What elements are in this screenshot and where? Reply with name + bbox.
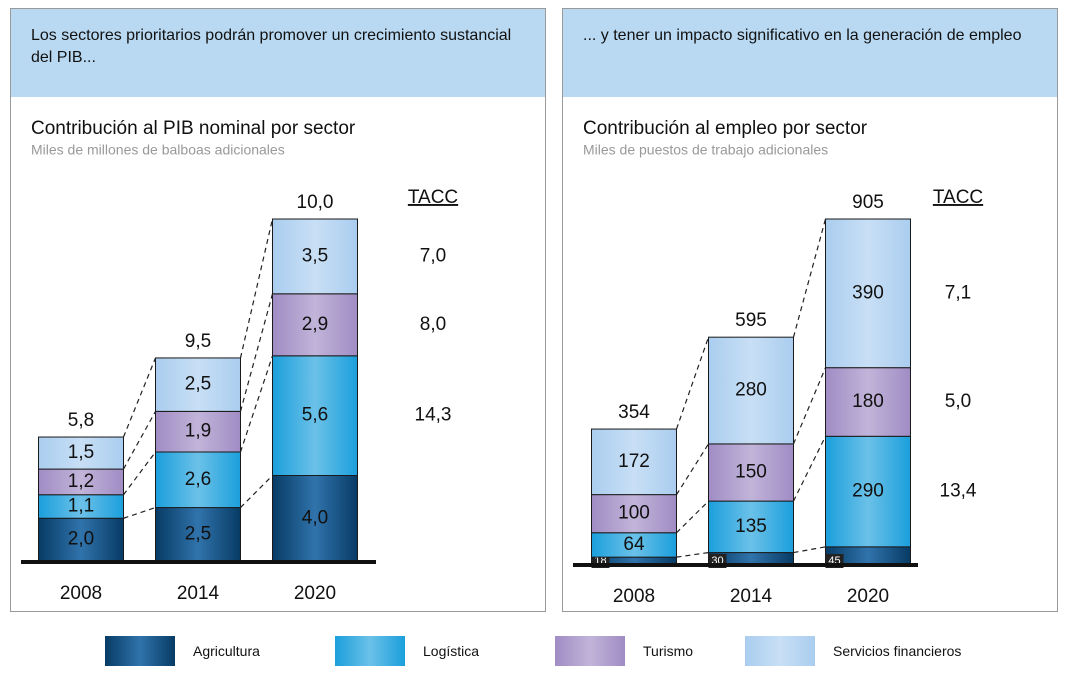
legend: Agricultura Logística Turismo Servicios fin… — [0, 636, 1067, 666]
bar-segment — [708, 500, 794, 554]
data-label: 2,5 — [185, 523, 211, 544]
data-label: 5,6 — [302, 405, 328, 426]
x-tick-label: 2014 — [177, 583, 220, 604]
tacc-title: TACC — [408, 187, 458, 208]
connector — [123, 451, 156, 496]
legend-label: Logística — [423, 643, 480, 659]
connector — [239, 293, 274, 412]
connector — [123, 506, 156, 519]
data-label: 100 — [618, 503, 650, 524]
legend-label: Servicios financieros — [833, 643, 962, 659]
data-label: 1,2 — [68, 471, 94, 492]
data-label: 1,9 — [185, 421, 211, 442]
bar-segment — [825, 435, 911, 548]
legend-label: Agricultura — [193, 643, 260, 659]
panel: Los sectores prioritarios podrán promove… — [10, 8, 546, 612]
data-label: 64 — [623, 534, 645, 555]
data-label: 2,6 — [185, 469, 211, 490]
connector — [240, 475, 273, 508]
legend-swatch — [745, 636, 815, 666]
data-label: 180 — [852, 391, 884, 412]
bar-segment — [38, 436, 124, 470]
x-tick-label: 2020 — [294, 583, 336, 604]
tacc-value: 13,4 — [940, 481, 977, 502]
bar-segment — [272, 355, 358, 476]
chart-title: Contribución al empleo por sector — [583, 118, 868, 139]
panel-header: Los sectores prioritarios podrán promove… — [11, 9, 545, 97]
chart-subtitle: Miles de millones de balboas adicionales — [31, 142, 285, 158]
legend-swatch — [555, 636, 625, 666]
panel-header: ... y tener un impacto significativo en … — [563, 9, 1057, 97]
total-label: 595 — [735, 310, 767, 331]
data-label: 135 — [735, 516, 767, 537]
bar-segment — [708, 336, 794, 445]
connector — [239, 218, 274, 359]
bar-segment — [591, 428, 677, 496]
tacc-value: 8,0 — [420, 314, 446, 335]
chart: Contribución al PIB nominal por sector Mi… — [21, 118, 458, 604]
data-label: 1,5 — [68, 442, 94, 463]
chart: Contribución al empleo por sector Miles d… — [573, 118, 983, 607]
connector — [675, 443, 710, 495]
panel: ... y tener un impacto significativo en … — [562, 8, 1058, 612]
bar-segment — [272, 293, 358, 357]
x-tick-label: 2020 — [847, 586, 889, 607]
total-label: 5,8 — [68, 410, 94, 431]
legend-label: Turismo — [643, 643, 694, 659]
tacc-value: 14,3 — [415, 405, 452, 426]
bar-segment — [272, 218, 358, 295]
data-label: 280 — [735, 380, 767, 401]
x-tick-label: 2014 — [730, 586, 773, 607]
tacc-value: 5,0 — [945, 391, 971, 412]
tacc-title: TACC — [933, 187, 983, 208]
bar-segment — [272, 475, 358, 562]
data-label: 290 — [852, 481, 884, 502]
data-label: 4,0 — [302, 507, 328, 528]
connector — [122, 357, 157, 438]
data-label: 2,5 — [185, 374, 211, 395]
legend-swatch — [335, 636, 405, 666]
data-label: 2,0 — [68, 529, 94, 550]
bar-segment — [591, 532, 677, 558]
connector — [676, 551, 709, 558]
data-label: 172 — [618, 451, 650, 472]
connector — [793, 546, 826, 554]
bar-segment — [155, 357, 241, 412]
legend-swatch — [105, 636, 175, 666]
total-label: 905 — [852, 192, 884, 213]
connector — [792, 218, 827, 338]
x-tick-label: 2008 — [613, 586, 655, 607]
connector — [122, 411, 157, 470]
total-label: 10,0 — [297, 192, 334, 213]
bar-segment — [591, 494, 677, 534]
data-label: 2,9 — [302, 314, 328, 335]
x-tick-label: 2008 — [60, 583, 102, 604]
bar-segment — [825, 218, 911, 369]
total-label: 354 — [618, 402, 650, 423]
connector — [792, 436, 827, 502]
data-label: 150 — [735, 462, 767, 483]
data-label: 3,5 — [302, 245, 328, 266]
tacc-value: 7,1 — [945, 282, 971, 303]
chart-title: Contribución al PIB nominal por sector — [31, 118, 356, 139]
connector — [675, 336, 710, 430]
data-label: 390 — [852, 282, 884, 303]
total-label: 9,5 — [185, 331, 211, 352]
bar-segment — [155, 410, 241, 453]
bar-segment — [825, 367, 911, 437]
connector — [239, 355, 274, 453]
connector — [676, 500, 709, 534]
tacc-value: 7,0 — [420, 245, 446, 266]
connector — [792, 367, 827, 445]
bar-segment — [708, 443, 794, 502]
chart-subtitle: Miles de puestos de trabajo adicionales — [583, 142, 828, 158]
data-label: 1,1 — [68, 496, 94, 517]
